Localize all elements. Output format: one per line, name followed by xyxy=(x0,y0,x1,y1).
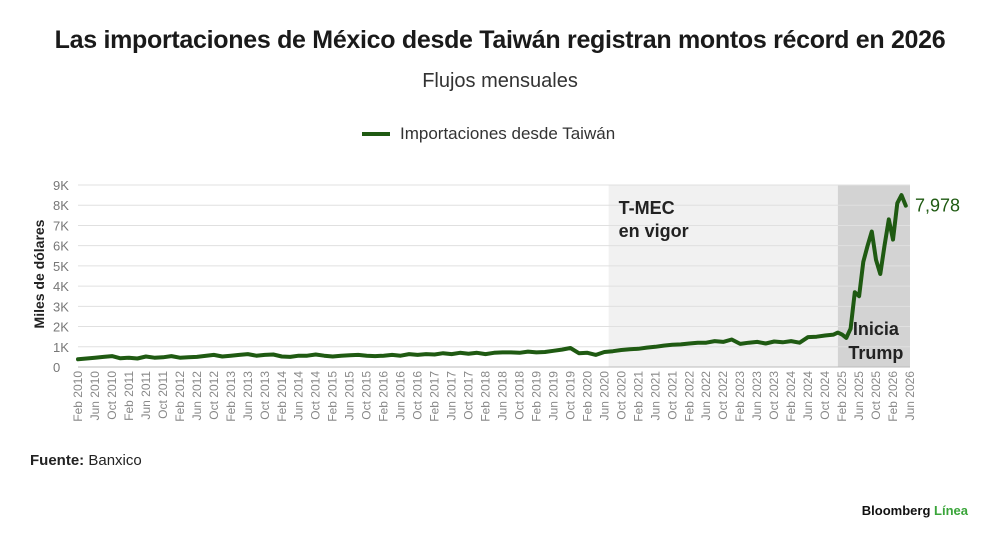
source-note: Fuente: Banxico xyxy=(30,452,142,469)
x-tick-label: Feb 2020 xyxy=(580,371,594,422)
y-axis-label: Miles de dólares xyxy=(31,219,47,328)
x-tick-label: Oct 2011 xyxy=(156,371,170,419)
brand-accent: Línea xyxy=(934,503,968,518)
x-tick-label: Feb 2011 xyxy=(122,371,136,421)
source-label: Fuente: xyxy=(30,452,85,469)
x-tick-label: Oct 2015 xyxy=(360,371,374,420)
x-tick-label: Oct 2019 xyxy=(563,371,577,420)
annotation-trump: Inicia xyxy=(853,319,900,339)
x-tick-label: Oct 2014 xyxy=(309,371,323,420)
brand-main: Bloomberg xyxy=(861,503,931,518)
x-tick-label: Jun 2019 xyxy=(546,371,560,421)
shaded-period-1 xyxy=(608,185,838,367)
legend-label: Importaciones desde Taiwán xyxy=(400,124,616,143)
annotation-tmec: en vigor xyxy=(619,221,689,241)
legend: Importaciones desde Taiwán xyxy=(362,124,615,144)
x-tick-label: Oct 2021 xyxy=(665,371,679,420)
x-tick-label: Jun 2021 xyxy=(648,371,662,421)
chart-title: Las importaciones de México desde Taiwán… xyxy=(54,26,946,54)
last-value-label: 7,978 xyxy=(915,196,960,216)
x-tick-label: Jun 2010 xyxy=(88,371,102,421)
x-tick-label: Jun 2011 xyxy=(139,371,153,420)
x-tick-label: Feb 2017 xyxy=(428,371,442,422)
y-tick-label: 5K xyxy=(53,259,69,274)
x-tick-label: Jun 2012 xyxy=(190,371,204,421)
y-tick-label: 1K xyxy=(53,340,69,355)
x-tick-label: Jun 2017 xyxy=(445,371,459,421)
x-tick-label: Feb 2025 xyxy=(835,371,849,422)
x-tick-label: Jun 2018 xyxy=(495,371,509,421)
x-tick-label: Feb 2024 xyxy=(784,371,798,422)
x-tick-label: Oct 2020 xyxy=(614,371,628,420)
x-tick-label: Feb 2018 xyxy=(479,371,493,422)
x-tick-label: Jun 2014 xyxy=(292,371,306,421)
brand-logo: Bloomberg Línea xyxy=(862,503,968,518)
x-tick-label: Feb 2012 xyxy=(173,371,187,422)
y-tick-label: 0 xyxy=(53,360,60,375)
x-tick-label: Jun 2026 xyxy=(903,371,917,421)
x-tick-label: Feb 2016 xyxy=(377,371,391,422)
x-tick-label: Feb 2019 xyxy=(529,371,543,422)
x-tick-label: Feb 2021 xyxy=(631,371,645,422)
x-tick-label: Jun 2016 xyxy=(394,371,408,421)
x-tick-label: Feb 2013 xyxy=(224,371,238,422)
chart-subtitle: Flujos mensuales xyxy=(422,70,578,92)
series-line-importaciones xyxy=(76,193,908,362)
y-tick-label: 4K xyxy=(53,279,69,294)
x-tick-label: Oct 2025 xyxy=(869,371,883,420)
annotation-tmec: T-MEC xyxy=(619,198,675,218)
x-tick-label: Jun 2013 xyxy=(241,371,255,421)
y-tick-label: 2K xyxy=(53,320,69,335)
x-tick-label: Feb 2015 xyxy=(326,371,340,422)
x-tick-label: Oct 2023 xyxy=(767,371,781,420)
source-value: Banxico xyxy=(88,452,142,469)
y-tick-label: 6K xyxy=(53,239,69,254)
x-tick-label: Feb 2026 xyxy=(886,371,900,422)
y-tick-label: 7K xyxy=(53,218,69,233)
annotation-trump: Trump xyxy=(848,343,903,363)
x-tick-label: Jun 2025 xyxy=(852,371,866,421)
x-tick-label: Jun 2020 xyxy=(597,371,611,421)
x-tick-label: Oct 2016 xyxy=(411,371,425,420)
x-tick-label: Jun 2023 xyxy=(750,371,764,421)
x-tick-label: Oct 2024 xyxy=(818,371,832,420)
x-tick-label: Oct 2017 xyxy=(462,371,476,420)
x-tick-label: Oct 2022 xyxy=(716,371,730,420)
x-tick-label: Oct 2012 xyxy=(207,371,221,420)
x-tick-label: Oct 2018 xyxy=(512,371,526,420)
x-tick-label: Feb 2023 xyxy=(733,371,747,422)
shaded-period-2 xyxy=(837,185,910,367)
x-tick-label: Jun 2015 xyxy=(343,371,357,421)
x-tick-label: Feb 2010 xyxy=(71,371,85,422)
y-tick-label: 8K xyxy=(53,198,69,213)
x-tick-label: Feb 2022 xyxy=(682,371,696,422)
legend-swatch xyxy=(362,132,390,136)
x-tick-label: Jun 2022 xyxy=(699,371,713,421)
x-tick-label: Feb 2014 xyxy=(275,371,289,422)
y-tick-label: 9K xyxy=(53,178,69,193)
x-tick-label: Oct 2010 xyxy=(105,371,119,420)
x-tick-label: Jun 2024 xyxy=(801,371,815,421)
x-tick-label: Oct 2013 xyxy=(258,371,272,420)
y-tick-label: 3K xyxy=(53,299,69,314)
